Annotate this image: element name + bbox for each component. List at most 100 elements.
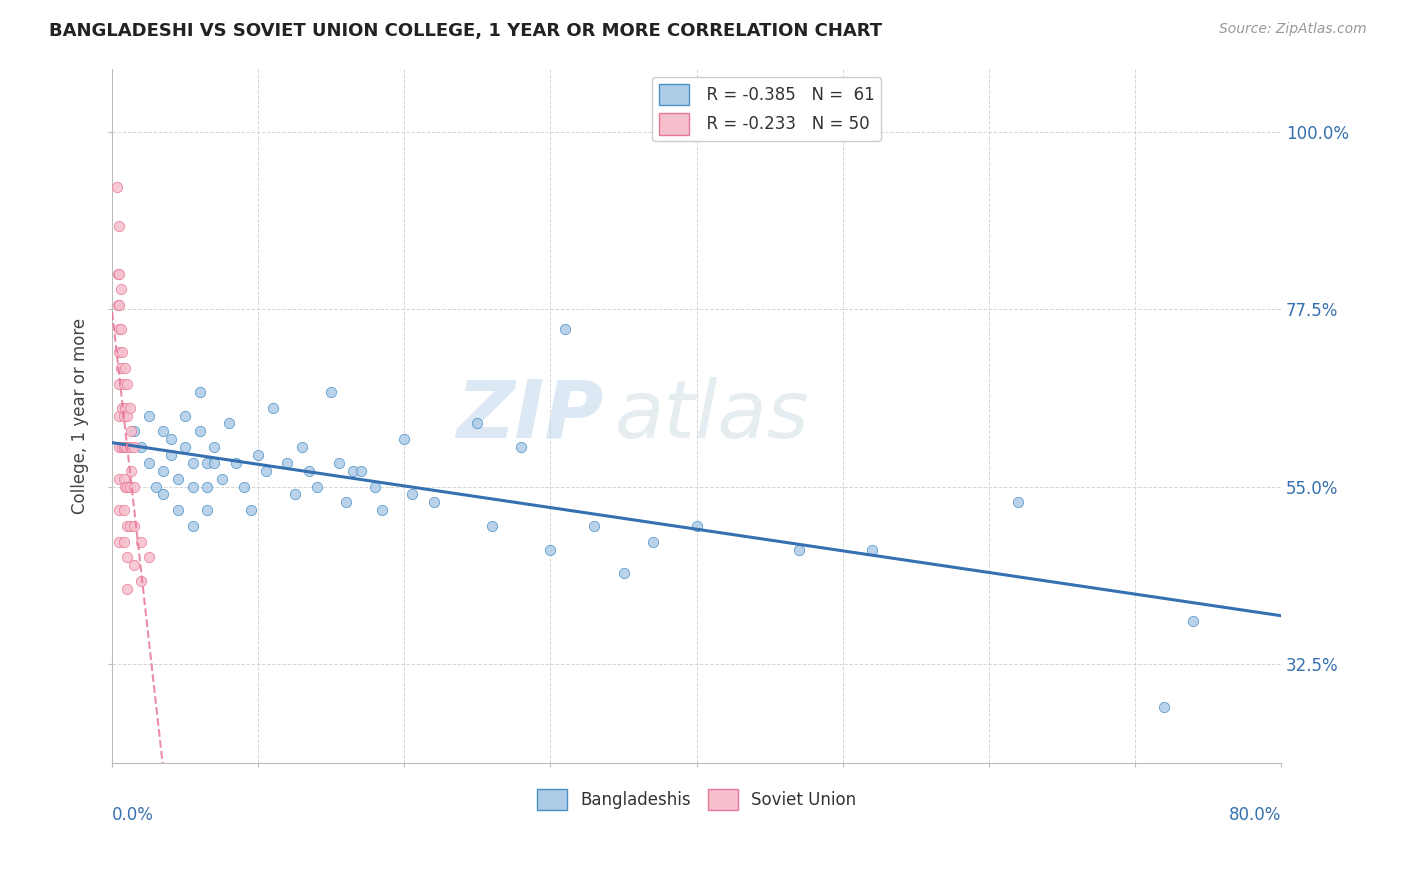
- Point: [1182, 614, 1205, 628]
- Point: [108, 322, 131, 336]
- Point: [787, 542, 810, 557]
- Point: [138, 550, 160, 565]
- Point: [108, 534, 131, 549]
- Point: [225, 456, 247, 470]
- Point: [118, 479, 141, 493]
- Point: [1153, 700, 1175, 714]
- Point: [152, 464, 174, 478]
- Point: [131, 574, 153, 589]
- Legend: Bangladeshis, Soviet Union: Bangladeshis, Soviet Union: [530, 782, 863, 817]
- Point: [152, 425, 174, 439]
- Point: [115, 519, 138, 533]
- Point: [284, 487, 307, 501]
- Point: [118, 519, 141, 533]
- Point: [195, 479, 218, 493]
- Point: [108, 440, 131, 454]
- Point: [422, 495, 444, 509]
- Point: [612, 566, 634, 581]
- Point: [105, 179, 128, 194]
- Point: [167, 472, 190, 486]
- Point: [174, 409, 197, 423]
- Point: [112, 503, 135, 517]
- Point: [115, 409, 138, 423]
- Point: [195, 503, 218, 517]
- Point: [112, 409, 135, 423]
- Point: [481, 519, 503, 533]
- Point: [276, 456, 298, 470]
- Point: [131, 440, 153, 454]
- Text: Source: ZipAtlas.com: Source: ZipAtlas.com: [1219, 22, 1367, 37]
- Point: [685, 519, 707, 533]
- Point: [112, 440, 135, 454]
- Point: [181, 519, 204, 533]
- Point: [112, 534, 135, 549]
- Point: [145, 479, 167, 493]
- Point: [108, 376, 131, 391]
- Point: [108, 345, 131, 359]
- Point: [115, 440, 138, 454]
- Point: [138, 409, 160, 423]
- Point: [138, 456, 160, 470]
- Point: [394, 432, 416, 446]
- Point: [1007, 495, 1029, 509]
- Point: [174, 440, 197, 454]
- Point: [118, 440, 141, 454]
- Point: [120, 425, 142, 439]
- Text: ZIP: ZIP: [456, 376, 603, 455]
- Point: [181, 479, 204, 493]
- Point: [114, 401, 136, 415]
- Point: [122, 558, 145, 573]
- Point: [108, 298, 131, 312]
- Point: [328, 456, 350, 470]
- Point: [107, 298, 129, 312]
- Point: [204, 456, 226, 470]
- Point: [195, 456, 218, 470]
- Point: [108, 409, 131, 423]
- Point: [159, 448, 181, 462]
- Point: [305, 479, 328, 493]
- Point: [107, 267, 129, 281]
- Point: [583, 519, 606, 533]
- Y-axis label: College, 1 year or more: College, 1 year or more: [72, 318, 89, 514]
- Text: 80.0%: 80.0%: [1229, 806, 1281, 824]
- Point: [112, 472, 135, 486]
- Point: [110, 322, 132, 336]
- Point: [167, 503, 190, 517]
- Point: [111, 440, 134, 454]
- Point: [335, 495, 357, 509]
- Point: [239, 503, 262, 517]
- Point: [401, 487, 423, 501]
- Point: [114, 479, 136, 493]
- Point: [291, 440, 314, 454]
- Point: [120, 464, 142, 478]
- Point: [510, 440, 533, 454]
- Text: atlas: atlas: [614, 376, 810, 455]
- Point: [321, 384, 343, 399]
- Point: [111, 401, 134, 415]
- Point: [364, 479, 387, 493]
- Point: [110, 361, 132, 376]
- Point: [641, 534, 664, 549]
- Point: [108, 219, 131, 234]
- Point: [540, 542, 562, 557]
- Point: [254, 464, 277, 478]
- Point: [115, 376, 138, 391]
- Point: [159, 432, 181, 446]
- Point: [131, 534, 153, 549]
- Point: [232, 479, 254, 493]
- Point: [298, 464, 321, 478]
- Point: [108, 503, 131, 517]
- Point: [111, 345, 134, 359]
- Point: [115, 550, 138, 565]
- Point: [122, 440, 145, 454]
- Point: [115, 582, 138, 596]
- Point: [108, 472, 131, 486]
- Point: [122, 519, 145, 533]
- Point: [110, 282, 132, 296]
- Point: [108, 267, 131, 281]
- Point: [115, 479, 138, 493]
- Point: [118, 401, 141, 415]
- Point: [181, 456, 204, 470]
- Point: [467, 417, 489, 431]
- Point: [114, 361, 136, 376]
